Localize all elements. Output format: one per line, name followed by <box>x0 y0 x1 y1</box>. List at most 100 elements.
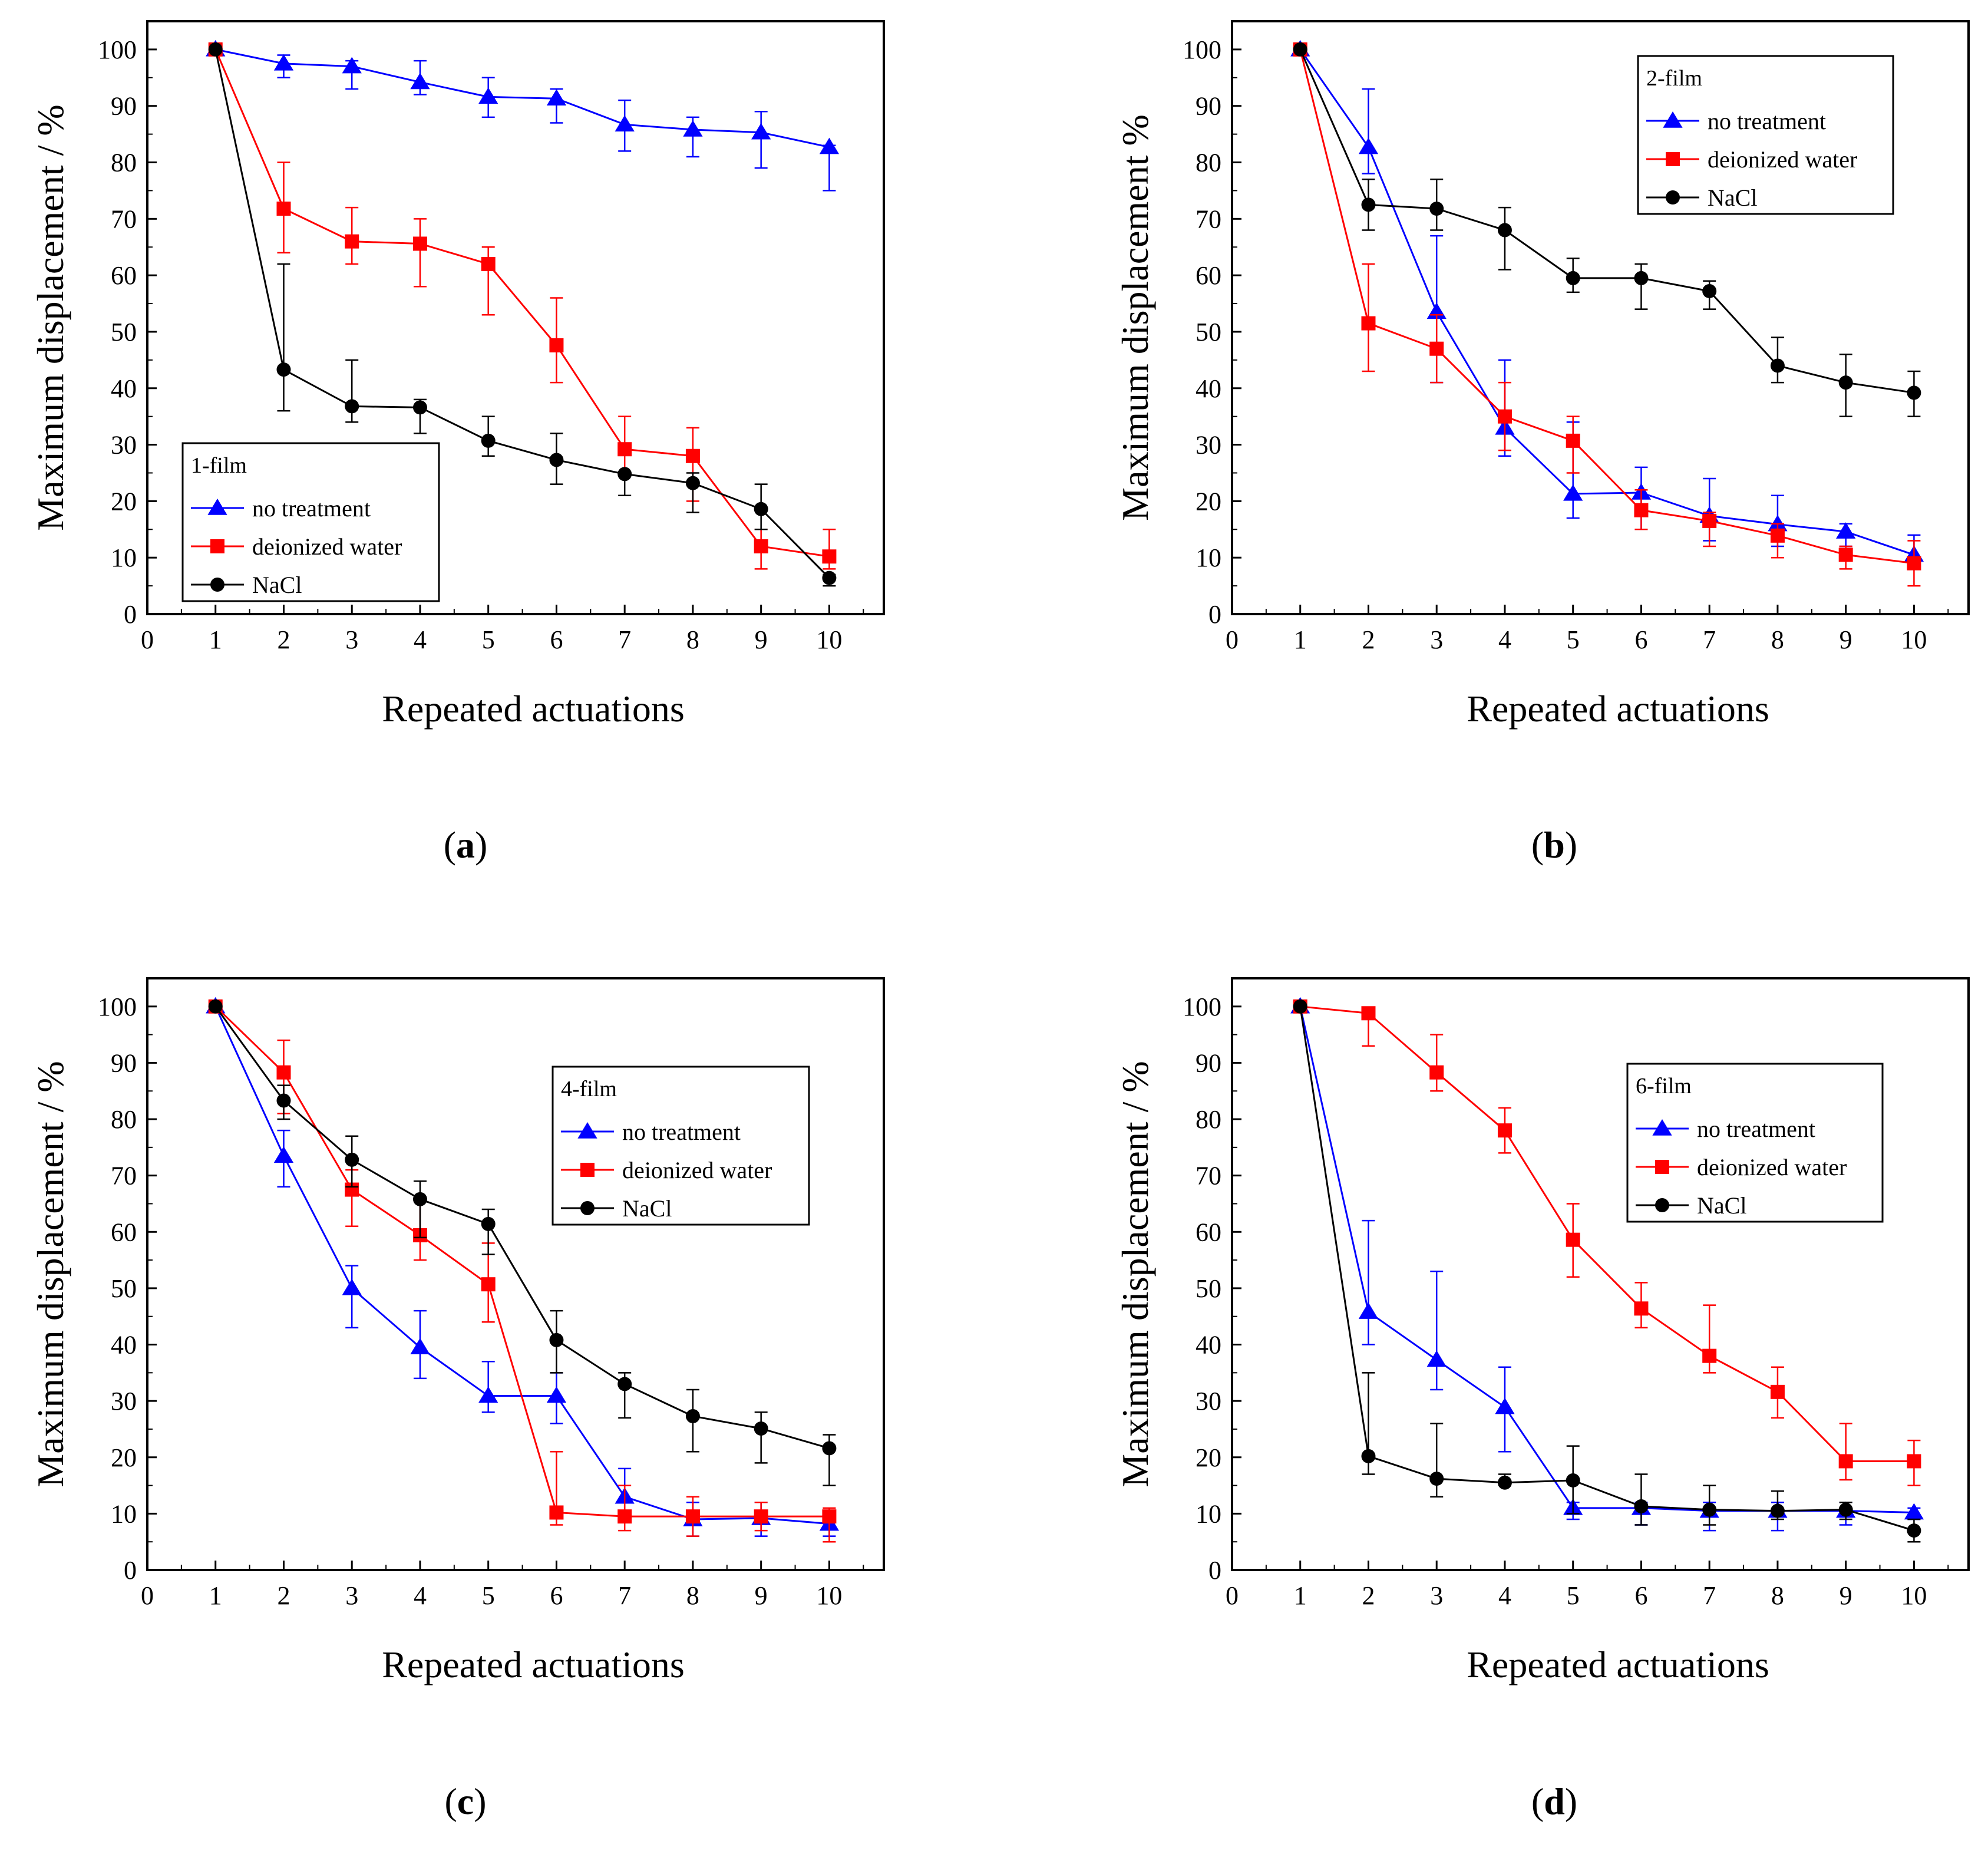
x-tick-label: 1 <box>209 625 222 654</box>
data-point <box>342 1278 362 1295</box>
legend-label: NaCl <box>622 1195 672 1222</box>
legend-label: NaCl <box>252 572 302 598</box>
data-point <box>822 570 837 585</box>
x-tick-label: 1 <box>1294 1581 1307 1610</box>
y-tick-label: 0 <box>1208 600 1221 629</box>
chart-panel-a: 0 1 2 3 4 5 6 7 8 9 100102030405060708090100Repeat… <box>29 20 885 866</box>
series-nacl <box>1293 42 1921 417</box>
data-point <box>1634 503 1649 517</box>
series-nacl <box>208 42 837 587</box>
data-point <box>345 399 359 414</box>
x-tick-label: 9 <box>1840 625 1852 654</box>
y-tick-label: 10 <box>111 543 137 572</box>
y-tick-label: 80 <box>111 1105 137 1134</box>
data-point <box>1293 999 1307 1014</box>
x-tick-label: 8 <box>1771 625 1784 654</box>
data-point <box>1634 1301 1649 1316</box>
x-axis-title: Repeated actuations <box>382 1644 685 1686</box>
legend-label: deionized water <box>252 533 402 560</box>
data-point <box>481 256 496 271</box>
x-tick-label: 2 <box>277 625 290 654</box>
y-tick-label: 70 <box>1196 204 1221 233</box>
x-tick-label: 0 <box>141 1581 154 1610</box>
data-point <box>617 442 632 457</box>
x-tick-label: 4 <box>1498 625 1511 654</box>
x-tick-label: 1 <box>1294 625 1307 654</box>
data-point <box>617 1509 632 1524</box>
panel-caption: (b) <box>1531 824 1577 866</box>
x-axis-title: Repeated actuations <box>1467 1644 1769 1686</box>
panel-caption: (a) <box>444 824 488 866</box>
x-tick-label: 9 <box>1840 1581 1852 1610</box>
data-point <box>1838 1454 1853 1469</box>
legend-marker <box>1666 152 1680 166</box>
data-point <box>754 1509 768 1524</box>
y-tick-label: 50 <box>1196 1274 1221 1303</box>
x-tick-label: 9 <box>755 625 768 654</box>
data-point <box>1361 1006 1376 1021</box>
y-tick-label: 30 <box>111 431 137 460</box>
data-point <box>276 1065 291 1080</box>
data-point <box>1566 1473 1580 1487</box>
data-point <box>1904 1503 1924 1520</box>
data-point <box>617 1377 632 1391</box>
y-tick-label: 80 <box>1196 149 1221 177</box>
y-tick-label: 90 <box>111 92 137 121</box>
data-point <box>546 1386 567 1403</box>
y-tick-label: 90 <box>111 1048 137 1077</box>
legend-label: deionized water <box>1708 146 1857 173</box>
data-point <box>1293 42 1307 57</box>
data-point <box>1429 1065 1444 1080</box>
y-tick-label: 60 <box>111 1218 137 1246</box>
series-deionized-water <box>208 42 837 570</box>
x-tick-label: 2 <box>277 1581 290 1610</box>
data-point <box>819 137 840 154</box>
data-point <box>345 234 359 249</box>
data-point <box>1566 271 1580 285</box>
data-point <box>615 115 635 132</box>
data-point <box>1907 556 1921 570</box>
x-tick-label: 7 <box>1703 625 1716 654</box>
x-tick-label: 5 <box>1567 625 1580 654</box>
legend-marker <box>207 499 227 515</box>
x-tick-label: 0 <box>1226 1581 1239 1610</box>
legend-label: no treatment <box>1697 1116 1815 1142</box>
chart-panel-c: 0 1 2 3 4 5 6 7 8 9 100102030405060708090100Repeat… <box>29 977 885 1822</box>
data-point <box>822 1441 837 1456</box>
data-point <box>1566 1232 1580 1247</box>
data-point <box>1770 1503 1785 1518</box>
legend-box <box>1626 1063 1884 1223</box>
series-line <box>214 49 830 579</box>
y-tick-label: 20 <box>111 1443 137 1472</box>
series-line <box>215 48 830 149</box>
data-point <box>549 338 564 352</box>
data-point <box>1429 202 1444 216</box>
x-tick-label: 10 <box>816 1581 842 1610</box>
data-point <box>1495 1397 1515 1414</box>
data-point <box>1838 375 1853 390</box>
data-point <box>1361 316 1376 331</box>
y-axis-title: Maximum displacement / % <box>29 104 71 530</box>
data-point <box>273 54 294 71</box>
data-point <box>751 123 771 140</box>
series-line <box>1299 1006 1914 1532</box>
data-point <box>1358 137 1379 154</box>
data-point <box>412 1192 427 1206</box>
y-tick-label: 90 <box>1196 1048 1221 1077</box>
x-tick-label: 6 <box>1634 1581 1647 1610</box>
data-point <box>1361 197 1376 212</box>
data-point <box>1702 1502 1717 1517</box>
legend-marker <box>210 539 224 553</box>
series-nacl <box>1293 999 1921 1543</box>
chart-panel-d: 0 1 2 3 4 5 6 7 8 9 100102030405060708090100Repeat… <box>1114 977 1970 1822</box>
x-tick-label: 5 <box>1567 1581 1580 1610</box>
x-tick-label: 0 <box>141 625 154 654</box>
data-point <box>345 1152 359 1167</box>
data-point <box>685 448 700 463</box>
y-tick-label: 0 <box>124 1556 137 1585</box>
legend-label: no treatment <box>622 1119 741 1145</box>
data-point <box>754 502 768 516</box>
x-tick-label: 7 <box>618 625 631 654</box>
